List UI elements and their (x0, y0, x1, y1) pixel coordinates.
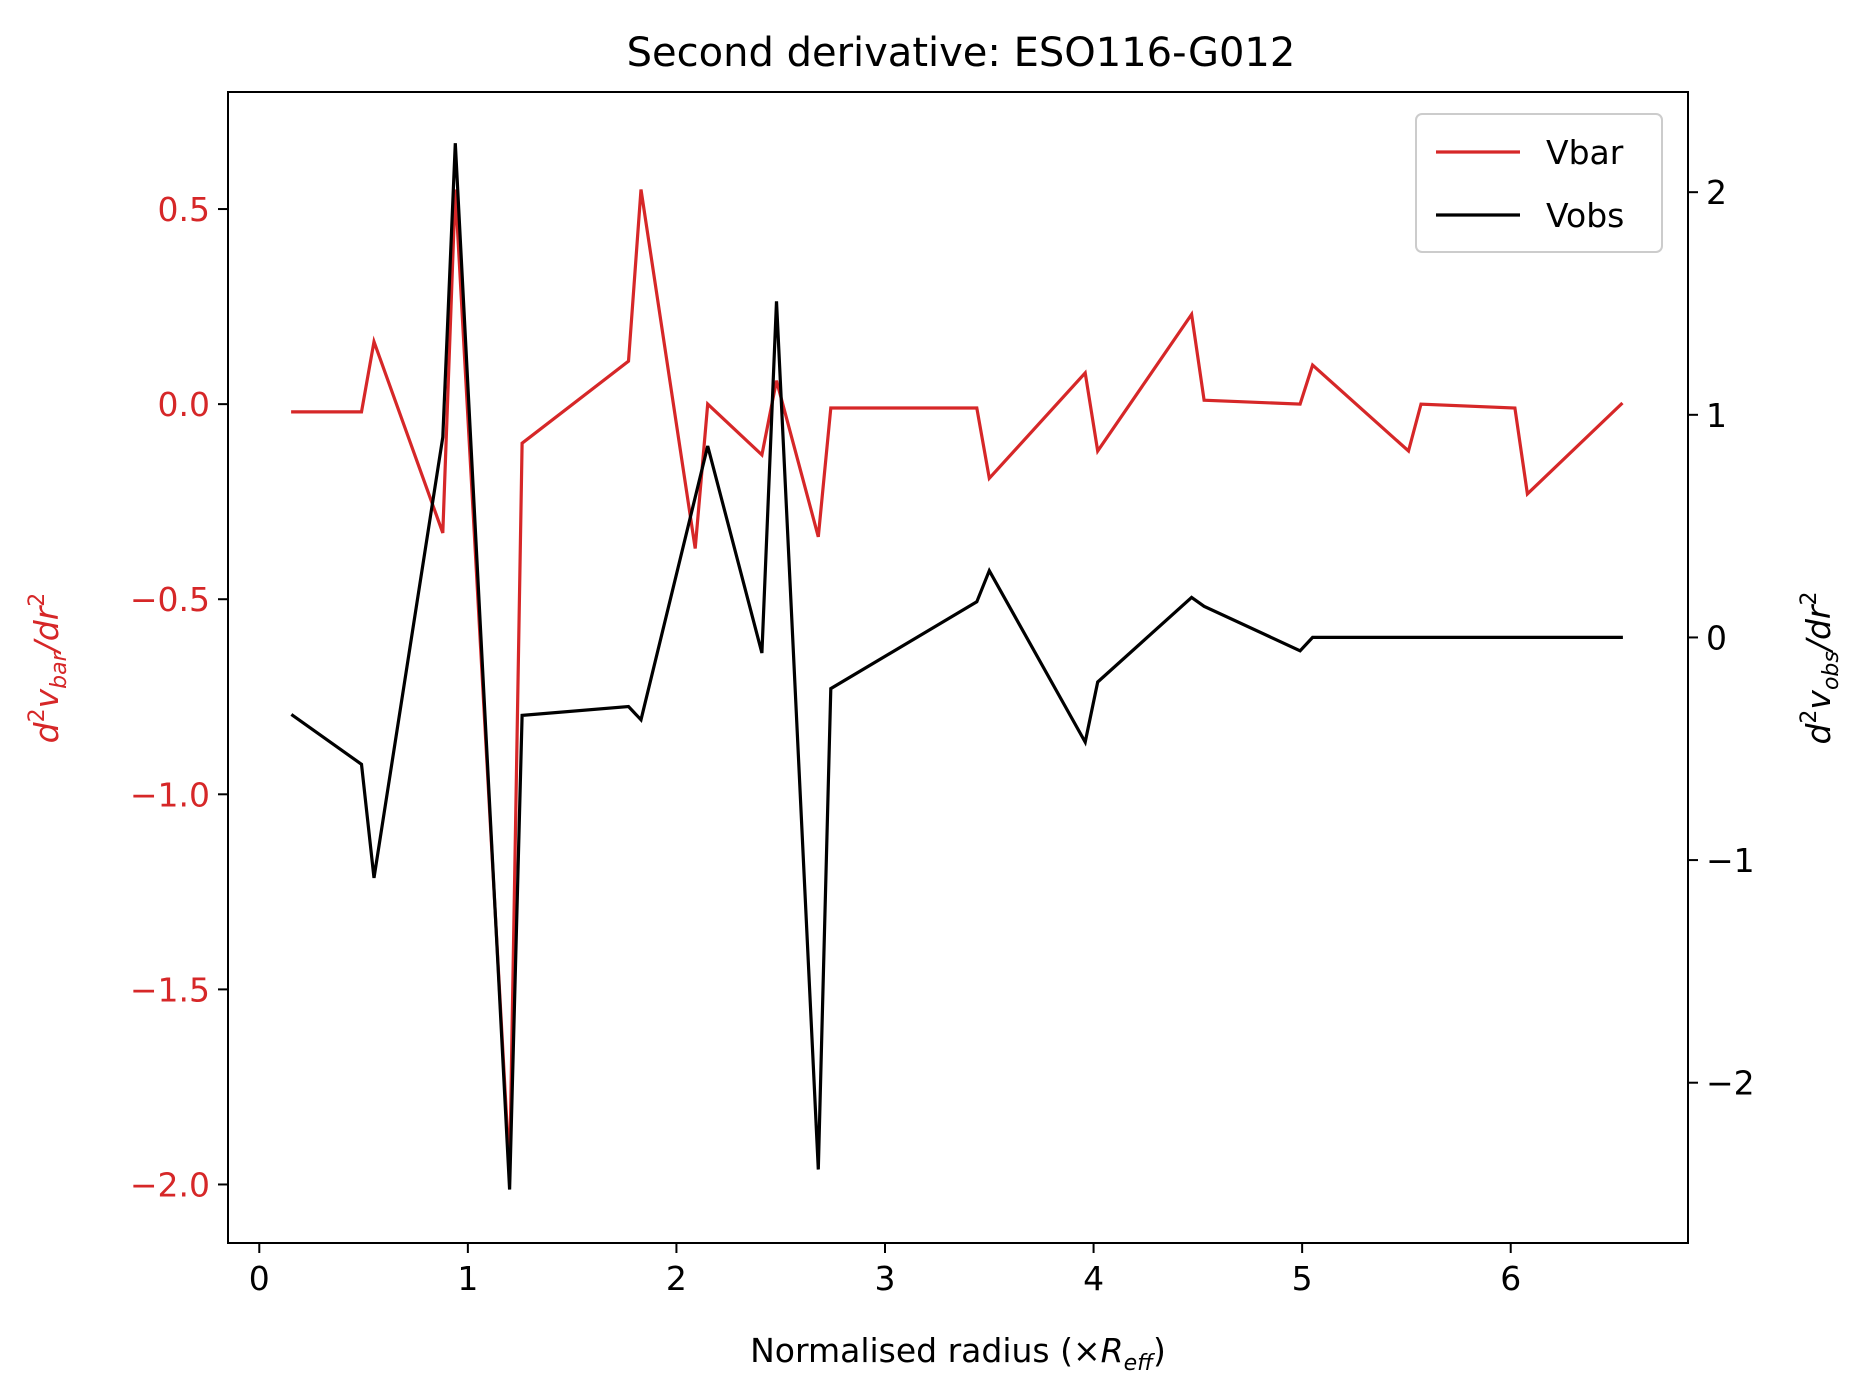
y-right-tick-label: −2 (1706, 1064, 1755, 1103)
legend-label-vbar: Vbar (1546, 133, 1624, 172)
y-right-tick-label: 2 (1706, 173, 1727, 212)
axes-layer: 0 1 2 3 4 5 6 0.5 0.0 −0.5 −1.0 −1.5 −2.0 2 1 0 −1 −2 (130, 91, 1755, 1298)
legend-box (1415, 113, 1663, 253)
x-axis-label: Normalised radius (×Reff) (750, 1331, 1166, 1376)
axis-labels: Normalised radius (×Reff) d2vbar/dr2 d2vob… (25, 591, 1844, 1376)
x-tick-label: 6 (1500, 1259, 1521, 1298)
y-left-tick-label: −2.0 (130, 1165, 210, 1204)
y-left-tick-label: 0.0 (158, 385, 210, 424)
chart-title: Second derivative: ESO116-G012 (627, 30, 1296, 76)
series-line-vobs (290, 143, 1623, 1190)
x-tick-label: 4 (1083, 1259, 1104, 1298)
x-tick-label: 0 (249, 1259, 270, 1298)
plot-frame (227, 91, 1689, 1244)
y-right-tick-label: 0 (1706, 618, 1727, 657)
y-right-tick-label: 1 (1706, 396, 1727, 435)
legend-label-vobs: Vobs (1546, 196, 1624, 235)
x-tick-label: 2 (666, 1259, 687, 1298)
x-tick-label: 5 (1292, 1259, 1313, 1298)
y-left-tick-label: −0.5 (130, 580, 210, 619)
x-tick-label: 1 (457, 1259, 478, 1298)
x-tick-label: 3 (875, 1259, 896, 1298)
series-layer (290, 143, 1624, 1190)
y-left-tick-label: 0.5 (158, 190, 210, 229)
legend: Vbar Vobs (1415, 113, 1663, 253)
y-right-axis-label: d2vobs/dr2 (1797, 591, 1844, 744)
y-left-tick-label: −1.5 (130, 970, 210, 1009)
y-right-tick-label: −1 (1706, 841, 1755, 880)
y-left-axis-label: d2vbar/dr2 (25, 593, 72, 744)
y-left-tick-label: −1.0 (130, 775, 210, 814)
